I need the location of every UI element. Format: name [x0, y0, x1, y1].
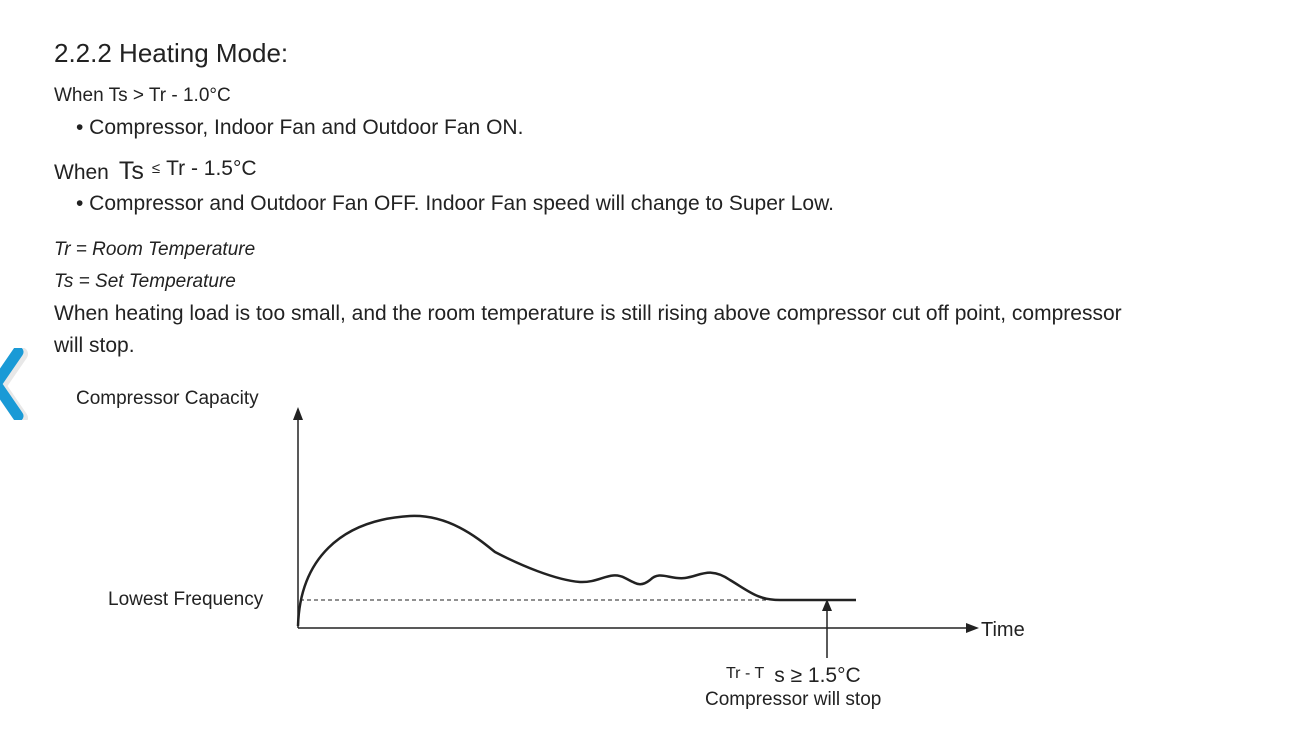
stop-condition-part-b: s ≥ 1.5°C: [774, 664, 861, 687]
x-axis-label: Time: [981, 619, 1025, 641]
bullet-on: • Compressor, Indoor Fan and Outdoor Fan…: [76, 116, 524, 139]
x-axis-arrowhead: [966, 623, 979, 633]
capacity-curve: [296, 514, 856, 627]
condition-off: When Ts ≤ Tr - 1.5°C: [54, 157, 257, 186]
definition-tr: Tr = Room Temperature: [54, 239, 256, 260]
stop-pointer-arrowhead: [822, 599, 832, 611]
explanation-paragraph: When heating load is too small, and the …: [54, 302, 1122, 357]
stop-condition-part-a: Tr - T: [726, 665, 765, 682]
definition-ts: Ts = Set Temperature: [54, 271, 236, 292]
condition-rest: Tr - 1.5°C: [166, 157, 257, 180]
y-axis-label: Compressor Capacity: [76, 388, 259, 409]
condition-when: When: [54, 161, 109, 184]
lowest-frequency-label: Lowest Frequency: [108, 589, 264, 610]
section-heading: 2.2.2 Heating Mode:: [54, 38, 289, 68]
bullet-off: • Compressor and Outdoor Fan OFF. Indoor…: [76, 192, 834, 215]
condition-on: When Ts > Tr - 1.0°C: [54, 85, 231, 106]
y-axis-arrowhead: [293, 407, 303, 420]
condition-operator: ≤: [151, 160, 161, 177]
condition-ts: Ts: [118, 157, 144, 185]
stop-condition: Tr - T s ≥ 1.5°C: [726, 660, 861, 687]
chevron-left-icon[interactable]: [0, 348, 30, 420]
stop-label: Compressor will stop: [705, 689, 882, 710]
